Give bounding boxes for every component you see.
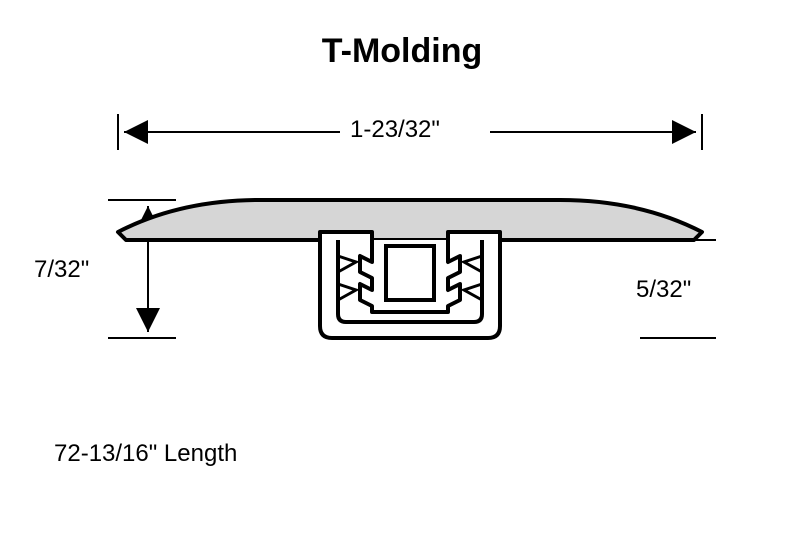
t-cap (118, 200, 702, 240)
dim-right-height-label: 5/32" (636, 276, 691, 304)
length-label: 72-13/16" Length (54, 440, 237, 468)
t-track (320, 240, 500, 338)
dim-width-label: 1-23/32" (350, 116, 440, 144)
dim-left-height-label: 7/32" (34, 256, 89, 284)
